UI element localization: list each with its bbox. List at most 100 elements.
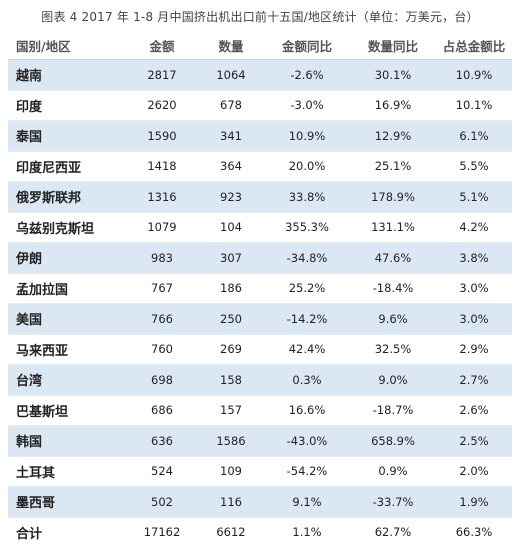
cell-share: 2.5%	[436, 426, 512, 457]
cell-region: 马来西亚	[8, 334, 126, 365]
table-row: 韩国 636 1586 -43.0% 658.9% 2.5%	[8, 426, 512, 457]
cell-share: 3.8%	[436, 243, 512, 274]
cell-share: 3.0%	[436, 273, 512, 304]
total-quantity: 6612	[198, 517, 264, 547]
cell-quantity-yoy: -18.4%	[350, 273, 436, 304]
header-amount: 金额	[126, 31, 198, 60]
cell-region: 墨西哥	[8, 487, 126, 518]
cell-quantity-yoy: 25.1%	[350, 151, 436, 182]
cell-amount: 524	[126, 456, 198, 487]
cell-quantity-yoy: 658.9%	[350, 426, 436, 457]
table-row: 美国 766 250 -14.2% 9.6% 3.0%	[8, 304, 512, 335]
table-caption: 图表 4 2017 年 1-8 月中国挤出机出口前十五国/地区统计（单位：万美元…	[0, 8, 520, 25]
header-region: 国别/地区	[8, 31, 126, 60]
table-row: 伊朗 983 307 -34.8% 47.6% 3.8%	[8, 243, 512, 274]
cell-quantity: 307	[198, 243, 264, 274]
table-row: 印度尼西亚 1418 364 20.0% 25.1% 5.5%	[8, 151, 512, 182]
table-row: 墨西哥 502 116 9.1% -33.7% 1.9%	[8, 487, 512, 518]
cell-region: 俄罗斯联邦	[8, 182, 126, 213]
cell-amount-yoy: 16.6%	[264, 395, 350, 426]
cell-region: 巴基斯坦	[8, 395, 126, 426]
cell-region: 韩国	[8, 426, 126, 457]
cell-quantity: 678	[198, 90, 264, 121]
cell-quantity: 341	[198, 121, 264, 152]
cell-quantity: 1064	[198, 60, 264, 91]
total-amount: 17162	[126, 517, 198, 547]
header-quantity-yoy: 数量同比	[350, 31, 436, 60]
cell-amount-yoy: 9.1%	[264, 487, 350, 518]
cell-quantity: 186	[198, 273, 264, 304]
cell-share: 4.2%	[436, 212, 512, 243]
cell-amount-yoy: -3.0%	[264, 90, 350, 121]
cell-amount: 766	[126, 304, 198, 335]
export-statistics-table: 国别/地区 金额 数量 金额同比 数量同比 占总金额比 越南 2817 1064…	[8, 31, 512, 547]
cell-quantity: 104	[198, 212, 264, 243]
table-total-row: 合计 17162 6612 1.1% 62.7% 66.3%	[8, 517, 512, 547]
total-share: 66.3%	[436, 517, 512, 547]
header-share: 占总金额比	[436, 31, 512, 60]
cell-quantity: 269	[198, 334, 264, 365]
cell-amount: 2817	[126, 60, 198, 91]
table-row: 印度 2620 678 -3.0% 16.9% 10.1%	[8, 90, 512, 121]
table-row: 土耳其 524 109 -54.2% 0.9% 2.0%	[8, 456, 512, 487]
cell-share: 2.7%	[436, 365, 512, 396]
cell-amount: 686	[126, 395, 198, 426]
cell-region: 泰国	[8, 121, 126, 152]
table-row: 俄罗斯联邦 1316 923 33.8% 178.9% 5.1%	[8, 182, 512, 213]
cell-share: 3.0%	[436, 304, 512, 335]
cell-quantity-yoy: -33.7%	[350, 487, 436, 518]
header-amount-yoy: 金额同比	[264, 31, 350, 60]
cell-quantity: 1586	[198, 426, 264, 457]
cell-share: 2.0%	[436, 456, 512, 487]
cell-amount: 767	[126, 273, 198, 304]
cell-amount: 1316	[126, 182, 198, 213]
cell-quantity-yoy: 9.6%	[350, 304, 436, 335]
total-quantity-yoy: 62.7%	[350, 517, 436, 547]
cell-region: 印度尼西亚	[8, 151, 126, 182]
cell-share: 6.1%	[436, 121, 512, 152]
cell-region: 印度	[8, 90, 126, 121]
cell-amount-yoy: 0.3%	[264, 365, 350, 396]
cell-amount: 983	[126, 243, 198, 274]
table-row: 泰国 1590 341 10.9% 12.9% 6.1%	[8, 121, 512, 152]
table-row: 台湾 698 158 0.3% 9.0% 2.7%	[8, 365, 512, 396]
cell-quantity-yoy: 178.9%	[350, 182, 436, 213]
cell-share: 10.9%	[436, 60, 512, 91]
cell-region: 土耳其	[8, 456, 126, 487]
cell-share: 2.6%	[436, 395, 512, 426]
cell-amount: 502	[126, 487, 198, 518]
cell-region: 越南	[8, 60, 126, 91]
cell-amount: 698	[126, 365, 198, 396]
cell-amount-yoy: -54.2%	[264, 456, 350, 487]
table-row: 越南 2817 1064 -2.6% 30.1% 10.9%	[8, 60, 512, 91]
cell-quantity-yoy: 0.9%	[350, 456, 436, 487]
cell-quantity: 109	[198, 456, 264, 487]
cell-quantity: 250	[198, 304, 264, 335]
cell-quantity-yoy: 47.6%	[350, 243, 436, 274]
cell-amount-yoy: -43.0%	[264, 426, 350, 457]
cell-quantity-yoy: 16.9%	[350, 90, 436, 121]
table-header-row: 国别/地区 金额 数量 金额同比 数量同比 占总金额比	[8, 31, 512, 60]
cell-quantity-yoy: 30.1%	[350, 60, 436, 91]
cell-region: 乌兹别克斯坦	[8, 212, 126, 243]
cell-amount-yoy: 355.3%	[264, 212, 350, 243]
document-page: 图表 4 2017 年 1-8 月中国挤出机出口前十五国/地区统计（单位：万美元…	[0, 0, 520, 523]
table-row: 孟加拉国 767 186 25.2% -18.4% 3.0%	[8, 273, 512, 304]
cell-amount: 760	[126, 334, 198, 365]
cell-quantity-yoy: 9.0%	[350, 365, 436, 396]
cell-amount-yoy: -34.8%	[264, 243, 350, 274]
cell-share: 2.9%	[436, 334, 512, 365]
cell-amount: 636	[126, 426, 198, 457]
cell-quantity-yoy: 131.1%	[350, 212, 436, 243]
cell-amount-yoy: 33.8%	[264, 182, 350, 213]
cell-amount-yoy: 10.9%	[264, 121, 350, 152]
cell-share: 10.1%	[436, 90, 512, 121]
cell-amount: 1079	[126, 212, 198, 243]
cell-share: 1.9%	[436, 487, 512, 518]
cell-quantity: 158	[198, 365, 264, 396]
cell-amount-yoy: -14.2%	[264, 304, 350, 335]
cell-amount-yoy: 20.0%	[264, 151, 350, 182]
cell-region: 台湾	[8, 365, 126, 396]
table-body: 越南 2817 1064 -2.6% 30.1% 10.9% 印度 2620 6…	[8, 60, 512, 547]
cell-amount-yoy: 42.4%	[264, 334, 350, 365]
